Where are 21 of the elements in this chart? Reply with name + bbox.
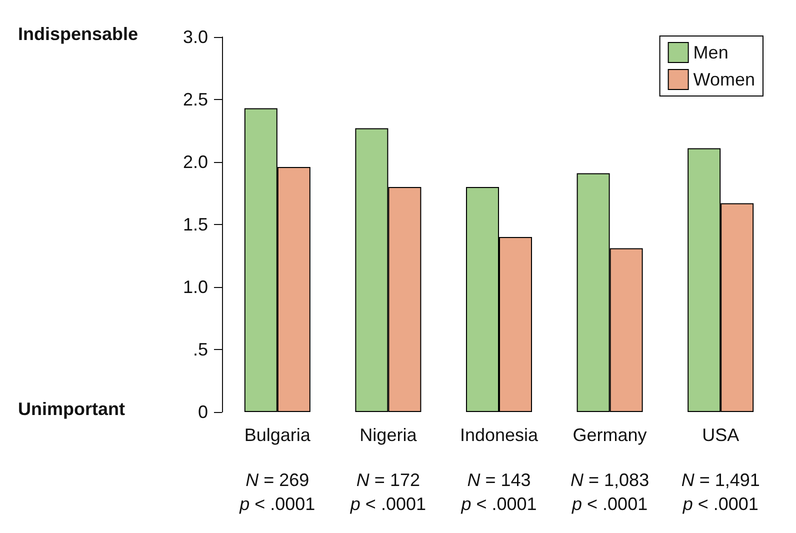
x-tick-label: Germany (572, 425, 647, 445)
x-tick-label: Nigeria (360, 425, 418, 445)
y-tick-label: 1.5 (182, 214, 208, 234)
y-tick-label: 3.0 (182, 27, 208, 47)
text: N = 269 p < .0001 (238, 470, 316, 514)
y-tick-label: 0 (198, 402, 208, 422)
x-tick-label: USA (702, 425, 740, 445)
text: Unimportant (18, 399, 125, 419)
y-tick-label: 2.5 (182, 90, 208, 110)
x-tick-label: Indonesia (460, 425, 540, 445)
y-tick-label: .5 (192, 340, 208, 360)
text: Indispensable (18, 24, 138, 44)
legend-label: Men (693, 42, 728, 62)
text: N = 1,491 p < .0001 (681, 470, 760, 514)
text: N = 1,083 p < .0001 (570, 470, 650, 514)
x-tick-label: Bulgaria (244, 425, 312, 445)
y-tick-label: 2.0 (182, 152, 208, 172)
text: N = 143 p < .0001 (460, 470, 537, 514)
text: N = 172 p < .0001 (349, 470, 426, 514)
y-tick-label: 1.0 (182, 277, 208, 297)
legend-label: Women (693, 70, 756, 90)
